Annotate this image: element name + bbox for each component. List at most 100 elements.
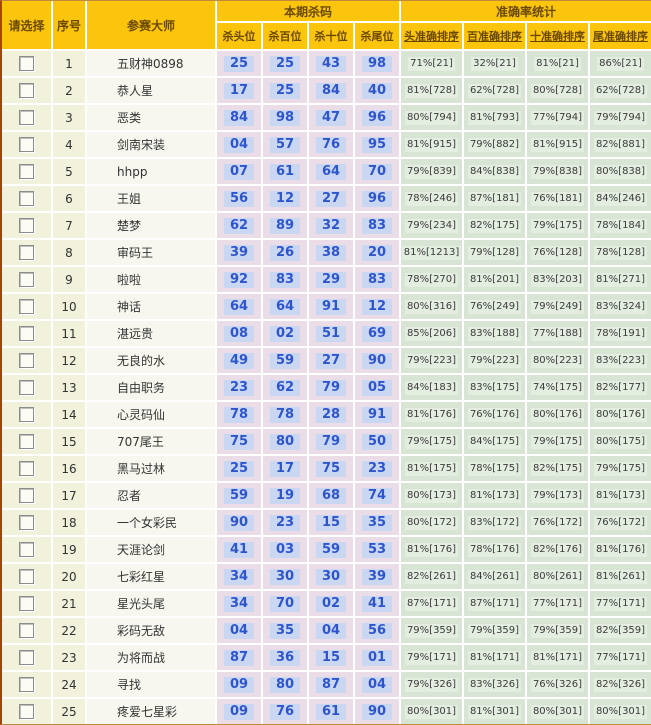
accuracy-stat-value: 79%[171] bbox=[404, 650, 459, 665]
sort-link-tail-accuracy-label[interactable]: 尾准确排序 bbox=[593, 30, 648, 43]
subheader-kill-ten: 杀十位 bbox=[309, 23, 353, 49]
row-checkbox[interactable] bbox=[19, 704, 34, 719]
accuracy-stat-cell: 76%[181] bbox=[527, 186, 588, 211]
row-checkbox[interactable] bbox=[19, 218, 34, 233]
accuracy-stat-cell: 83%[223] bbox=[590, 348, 651, 373]
sort-link-head-accuracy[interactable]: 头准确排序 bbox=[401, 23, 462, 49]
sort-link-hundred-accuracy-label[interactable]: 百准确排序 bbox=[467, 30, 522, 43]
row-checkbox[interactable] bbox=[19, 380, 34, 395]
accuracy-stat-cell: 82%[175] bbox=[464, 213, 525, 238]
row-checkbox[interactable] bbox=[19, 56, 34, 71]
kill-number-value: 35 bbox=[362, 514, 392, 531]
accuracy-stat-value: 79%[838] bbox=[530, 164, 585, 179]
row-checkbox[interactable] bbox=[19, 299, 34, 314]
row-checkbox[interactable] bbox=[19, 272, 34, 287]
row-index: 5 bbox=[53, 159, 85, 184]
accuracy-stat-cell: 79%[359] bbox=[527, 618, 588, 643]
accuracy-stat-cell: 79%[171] bbox=[401, 645, 462, 670]
kill-number-value: 90 bbox=[362, 703, 392, 720]
kill-number-value: 23 bbox=[362, 460, 392, 477]
accuracy-stat-value: 79%[234] bbox=[404, 218, 459, 233]
kill-number-cell: 83 bbox=[263, 267, 307, 292]
subheader-kill-head: 杀头位 bbox=[217, 23, 261, 49]
row-checkbox[interactable] bbox=[19, 110, 34, 125]
row-checkbox[interactable] bbox=[19, 515, 34, 530]
sort-link-tail-accuracy[interactable]: 尾准确排序 bbox=[590, 23, 651, 49]
row-index: 3 bbox=[53, 105, 85, 130]
master-name: 寻找 bbox=[87, 672, 215, 697]
accuracy-stat-cell: 80%[261] bbox=[527, 564, 588, 589]
accuracy-stat-cell: 80%[175] bbox=[590, 429, 651, 454]
row-checkbox[interactable] bbox=[19, 191, 34, 206]
accuracy-stat-cell: 79%[838] bbox=[527, 159, 588, 184]
accuracy-stat-value: 76%[326] bbox=[530, 677, 585, 692]
row-checkbox[interactable] bbox=[19, 461, 34, 476]
accuracy-stat-value: 82%[881] bbox=[593, 137, 648, 152]
row-checkbox[interactable] bbox=[19, 650, 34, 665]
accuracy-stat-value: 76%[249] bbox=[467, 299, 522, 314]
accuracy-stat-value: 83%[188] bbox=[467, 326, 522, 341]
accuracy-stat-value: 78%[175] bbox=[467, 461, 522, 476]
kill-number-cell: 76 bbox=[263, 699, 307, 724]
kill-number-value: 08 bbox=[224, 325, 254, 342]
kill-number-cell: 56 bbox=[217, 186, 261, 211]
kill-number-cell: 83 bbox=[355, 213, 399, 238]
kill-number-cell: 75 bbox=[309, 456, 353, 481]
accuracy-stat-cell: 82%[176] bbox=[527, 537, 588, 562]
row-checkbox[interactable] bbox=[19, 137, 34, 152]
kill-number-value: 59 bbox=[224, 487, 254, 504]
accuracy-stat-cell: 87%[181] bbox=[464, 186, 525, 211]
kill-number-cell: 80 bbox=[263, 429, 307, 454]
row-checkbox[interactable] bbox=[19, 623, 34, 638]
kill-number-value: 80 bbox=[270, 676, 300, 693]
accuracy-stat-value: 76%[176] bbox=[467, 407, 522, 422]
row-checkbox[interactable] bbox=[19, 164, 34, 179]
accuracy-stat-cell: 82%[359] bbox=[590, 618, 651, 643]
kill-number-cell: 96 bbox=[355, 186, 399, 211]
accuracy-stat-cell: 81%[301] bbox=[464, 699, 525, 724]
accuracy-stat-cell: 81%[271] bbox=[590, 267, 651, 292]
kill-number-cell: 51 bbox=[309, 321, 353, 346]
kill-number-value: 03 bbox=[270, 541, 300, 558]
accuracy-stat-cell: 79%[175] bbox=[527, 213, 588, 238]
sort-link-ten-accuracy-label[interactable]: 十准确排序 bbox=[530, 30, 585, 43]
select-cell bbox=[2, 132, 51, 157]
accuracy-stat-cell: 83%[172] bbox=[464, 510, 525, 535]
kill-number-value: 87 bbox=[224, 649, 254, 666]
sort-link-head-accuracy-label[interactable]: 头准确排序 bbox=[404, 30, 459, 43]
kill-number-cell: 17 bbox=[263, 456, 307, 481]
accuracy-stat-value: 77%[188] bbox=[530, 326, 585, 341]
kill-number-value: 04 bbox=[316, 622, 346, 639]
row-checkbox[interactable] bbox=[19, 488, 34, 503]
row-checkbox[interactable] bbox=[19, 596, 34, 611]
row-checkbox[interactable] bbox=[19, 569, 34, 584]
row-checkbox[interactable] bbox=[19, 677, 34, 692]
accuracy-stat-cell: 80%[301] bbox=[590, 699, 651, 724]
accuracy-stat-value: 76%[128] bbox=[530, 245, 585, 260]
kill-number-value: 35 bbox=[270, 622, 300, 639]
master-name: 楚梦 bbox=[87, 213, 215, 238]
row-checkbox[interactable] bbox=[19, 434, 34, 449]
accuracy-stat-cell: 79%[175] bbox=[527, 429, 588, 454]
kill-number-value: 23 bbox=[270, 514, 300, 531]
row-checkbox[interactable] bbox=[19, 542, 34, 557]
row-checkbox[interactable] bbox=[19, 83, 34, 98]
accuracy-stat-cell: 87%[171] bbox=[401, 591, 462, 616]
accuracy-stat-value: 80%[172] bbox=[404, 515, 459, 530]
group-header-current-kill-numbers: 本期杀码 bbox=[217, 1, 399, 21]
sort-link-hundred-accuracy[interactable]: 百准确排序 bbox=[464, 23, 525, 49]
accuracy-stat-cell: 81%[201] bbox=[464, 267, 525, 292]
kill-number-value: 96 bbox=[362, 190, 392, 207]
column-header-master: 参赛大师 bbox=[87, 1, 215, 49]
accuracy-stat-cell: 77%[171] bbox=[527, 591, 588, 616]
row-checkbox[interactable] bbox=[19, 407, 34, 422]
kill-number-value: 43 bbox=[316, 55, 346, 72]
accuracy-stat-cell: 83%[175] bbox=[464, 375, 525, 400]
kill-number-value: 25 bbox=[224, 460, 254, 477]
row-checkbox[interactable] bbox=[19, 245, 34, 260]
row-checkbox[interactable] bbox=[19, 326, 34, 341]
sort-link-ten-accuracy[interactable]: 十准确排序 bbox=[527, 23, 588, 49]
accuracy-stat-cell: 84%[838] bbox=[464, 159, 525, 184]
row-checkbox[interactable] bbox=[19, 353, 34, 368]
accuracy-stat-value: 81%[915] bbox=[530, 137, 585, 152]
